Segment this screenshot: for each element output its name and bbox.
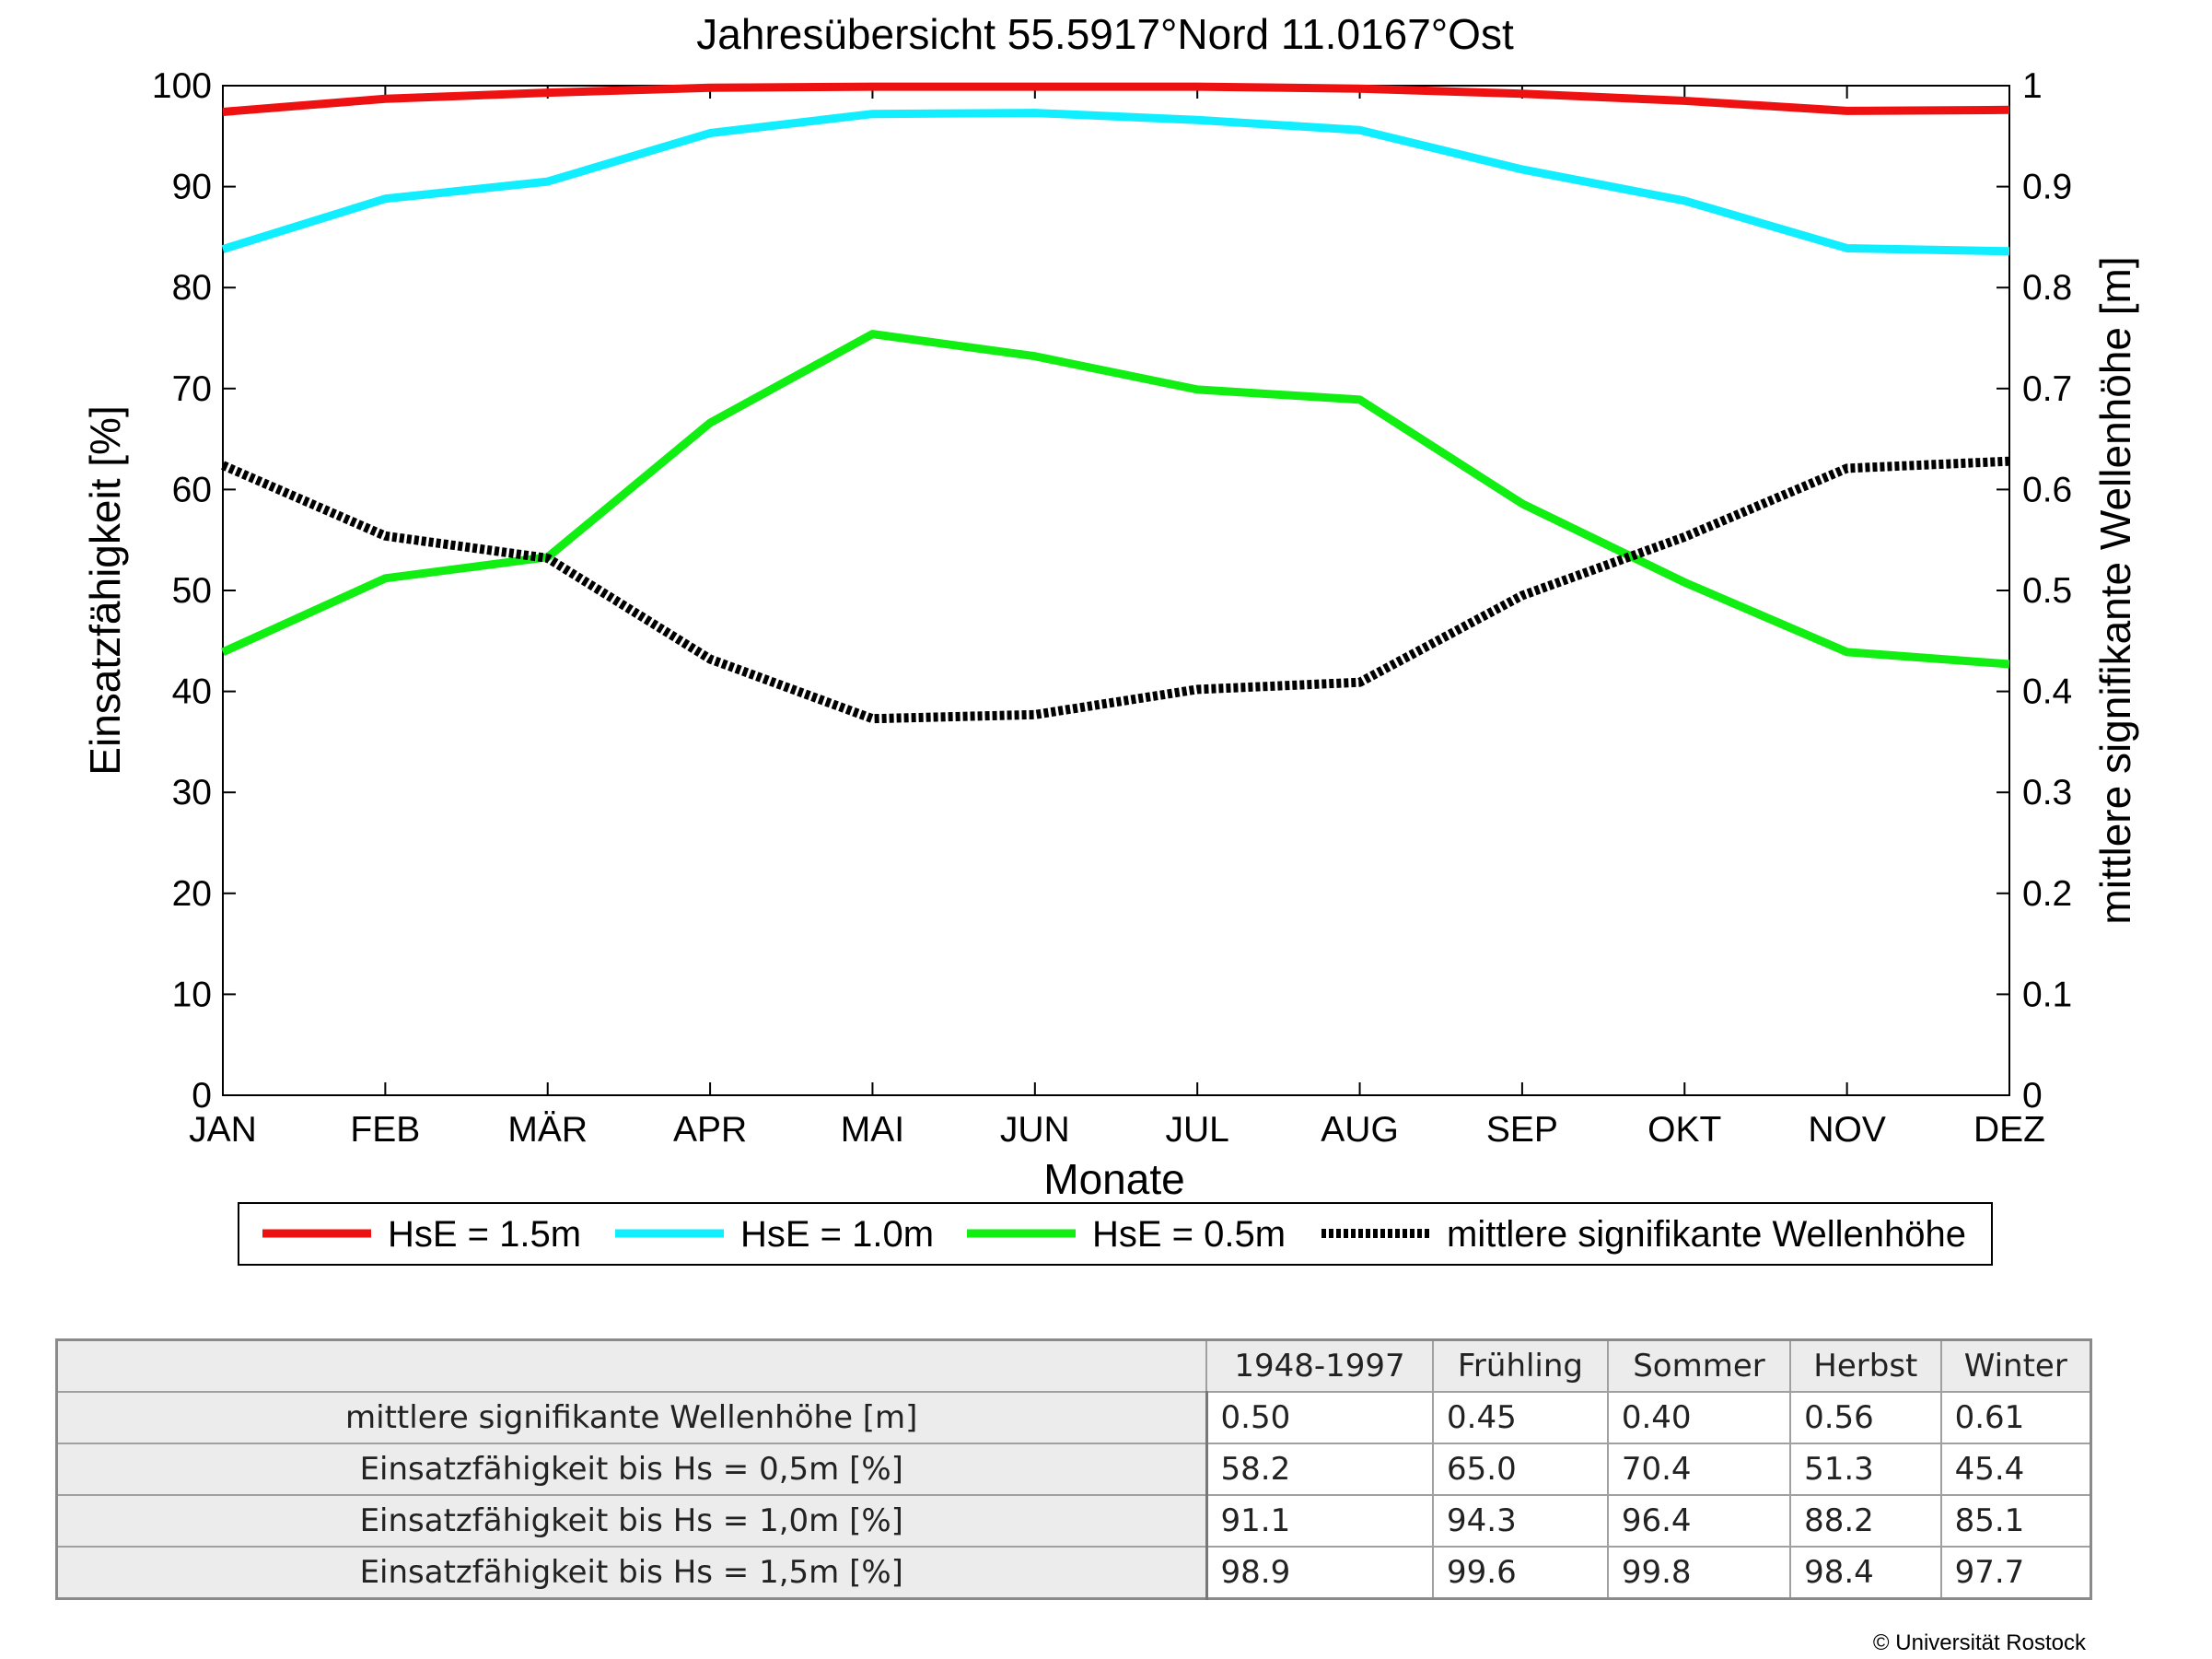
row-label: Einsatzfähigkeit bis Hs = 1,0m [%] xyxy=(55,1494,1208,1548)
series-lines xyxy=(221,82,2010,724)
legend-label: mittlere signifikante Wellenhöhe xyxy=(1447,1214,1966,1255)
plot-area xyxy=(222,85,2010,1096)
y-right-tick-label: 0 xyxy=(2022,1076,2043,1116)
table-cell: 0.40 xyxy=(1606,1391,1792,1444)
y-right-tick-label: 0.4 xyxy=(2022,672,2072,712)
table-corner-cell xyxy=(55,1338,1207,1393)
series-line-hse-0-5m xyxy=(221,330,2010,669)
y-tick-label: 10 xyxy=(172,975,212,1014)
y-right-tick-label: 1 xyxy=(2022,66,2043,106)
x-tick-label: MÄR xyxy=(507,1110,588,1150)
table-row: Einsatzfähigkeit bis Hs = 0,5m [%] 58.2 … xyxy=(55,1443,2092,1496)
legend: HsE = 1.5m HsE = 1.0m HsE = 0.5m mittlere s… xyxy=(238,1202,1993,1266)
table-row: mittlere signifikante Wellenhöhe [m] 0.5… xyxy=(55,1391,2092,1444)
table-cell: 0.61 xyxy=(1939,1391,2092,1444)
table-cell: 65.0 xyxy=(1432,1443,1609,1496)
table-header: Frühling xyxy=(1432,1338,1609,1393)
y-right-tick-label: 0.5 xyxy=(2022,571,2072,611)
row-label: Einsatzfähigkeit bis Hs = 0,5m [%] xyxy=(55,1443,1208,1496)
y-axis-title: Einsatzfähigkeit [%] xyxy=(81,405,129,775)
y-tick-label: 40 xyxy=(172,672,212,712)
table-row: Einsatzfähigkeit bis Hs = 1,5m [%] 98.9 … xyxy=(55,1546,2092,1600)
table-cell: 0.56 xyxy=(1789,1391,1942,1444)
y-tick-label: 0 xyxy=(192,1076,212,1116)
x-tick-label: AUG xyxy=(1321,1110,1399,1150)
y-right-tick-label: 0.1 xyxy=(2022,975,2072,1014)
legend-label: HsE = 1.0m xyxy=(740,1214,934,1255)
table-cell: 99.8 xyxy=(1606,1546,1792,1600)
y-tick-label: 20 xyxy=(172,874,212,914)
y-tick-label: 70 xyxy=(172,369,212,409)
x-tick-label: APR xyxy=(673,1110,747,1150)
x-tick-label: JUN xyxy=(1000,1110,1070,1150)
table-header: 1948-1997 xyxy=(1205,1338,1434,1393)
table-cell: 0.45 xyxy=(1432,1391,1609,1444)
table-cell: 99.6 xyxy=(1432,1546,1609,1600)
x-tick-label: FEB xyxy=(350,1110,420,1150)
y-tick-label: 50 xyxy=(172,571,212,611)
table-cell: 85.1 xyxy=(1939,1494,2092,1548)
y-right-tick-label: 0.3 xyxy=(2022,773,2072,812)
x-tick-label: JUL xyxy=(1166,1110,1229,1150)
row-label: Einsatzfähigkeit bis Hs = 1,5m [%] xyxy=(55,1546,1208,1600)
y-right-tick-label: 0.6 xyxy=(2022,470,2072,509)
table-header-row: 1948-1997 Frühling Sommer Herbst Winter xyxy=(55,1338,2092,1393)
y-right-tick-label: 0.9 xyxy=(2022,168,2072,207)
table-row: Einsatzfähigkeit bis Hs = 1,0m [%] 91.1 … xyxy=(55,1494,2092,1548)
x-axis-title: Monate xyxy=(1043,1155,1184,1203)
y-right-tick-label: 0.8 xyxy=(2022,268,2072,308)
table-cell: 94.3 xyxy=(1432,1494,1609,1548)
statistics-table: 1948-1997 Frühling Sommer Herbst Winter … xyxy=(55,1338,2092,1600)
y-right-tick-label: 0.2 xyxy=(2022,874,2072,914)
table-cell: 91.1 xyxy=(1205,1494,1434,1548)
table-cell: 45.4 xyxy=(1939,1443,2092,1496)
x-tick-label: SEP xyxy=(1486,1110,1558,1150)
y-tick-label: 80 xyxy=(172,268,212,308)
table-cell: 0.50 xyxy=(1205,1391,1434,1444)
table-header: Herbst xyxy=(1789,1338,1942,1393)
axis-ticks: JAN FEB MÄR APR MAI JUN JUL AUG SEP OKT NOV DEZ0102… xyxy=(152,66,2072,1150)
table-cell: 70.4 xyxy=(1606,1443,1792,1496)
legend-label: HsE = 1.5m xyxy=(388,1214,581,1255)
chart: Jahresübersicht 55.5917°Nord 11.0167°Ost… xyxy=(81,10,2139,1266)
table-cell: 98.9 xyxy=(1205,1546,1434,1600)
table-cell: 88.2 xyxy=(1789,1494,1942,1548)
series-line-hse-1-5m xyxy=(222,82,2010,116)
x-tick-label: JAN xyxy=(189,1110,257,1150)
y-tick-label: 60 xyxy=(172,470,212,509)
series-line-hse-1-0m xyxy=(221,109,2010,256)
series-line-mittlere-signifikante-wellenh-he xyxy=(221,456,2010,724)
y-tick-label: 30 xyxy=(172,773,212,812)
x-tick-label: OKT xyxy=(1647,1110,1721,1150)
copyright-notice: © Universität Rostock xyxy=(1872,1630,2086,1655)
x-tick-label: MAI xyxy=(841,1110,904,1150)
legend-label: HsE = 0.5m xyxy=(1092,1214,1286,1255)
chart-title: Jahresübersicht 55.5917°Nord 11.0167°Ost xyxy=(696,10,1514,58)
y-right-tick-label: 0.7 xyxy=(2022,369,2072,409)
y-tick-label: 100 xyxy=(152,66,212,106)
table-cell: 51.3 xyxy=(1789,1443,1942,1496)
table-cell: 58.2 xyxy=(1205,1443,1434,1496)
row-label: mittlere signifikante Wellenhöhe [m] xyxy=(55,1391,1208,1444)
legend-box xyxy=(238,1202,1993,1266)
x-tick-label: NOV xyxy=(1808,1110,1886,1150)
table-cell: 98.4 xyxy=(1789,1546,1942,1600)
x-tick-label: DEZ xyxy=(1973,1110,2045,1150)
table-header: Sommer xyxy=(1606,1338,1792,1393)
table-cell: 97.7 xyxy=(1939,1546,2092,1600)
table-header: Winter xyxy=(1939,1338,2092,1393)
y-tick-label: 90 xyxy=(172,168,212,207)
y-axis-right-title: mittlere signifikante Wellenhöhe [m] xyxy=(2091,256,2139,924)
table-cell: 96.4 xyxy=(1606,1494,1792,1548)
